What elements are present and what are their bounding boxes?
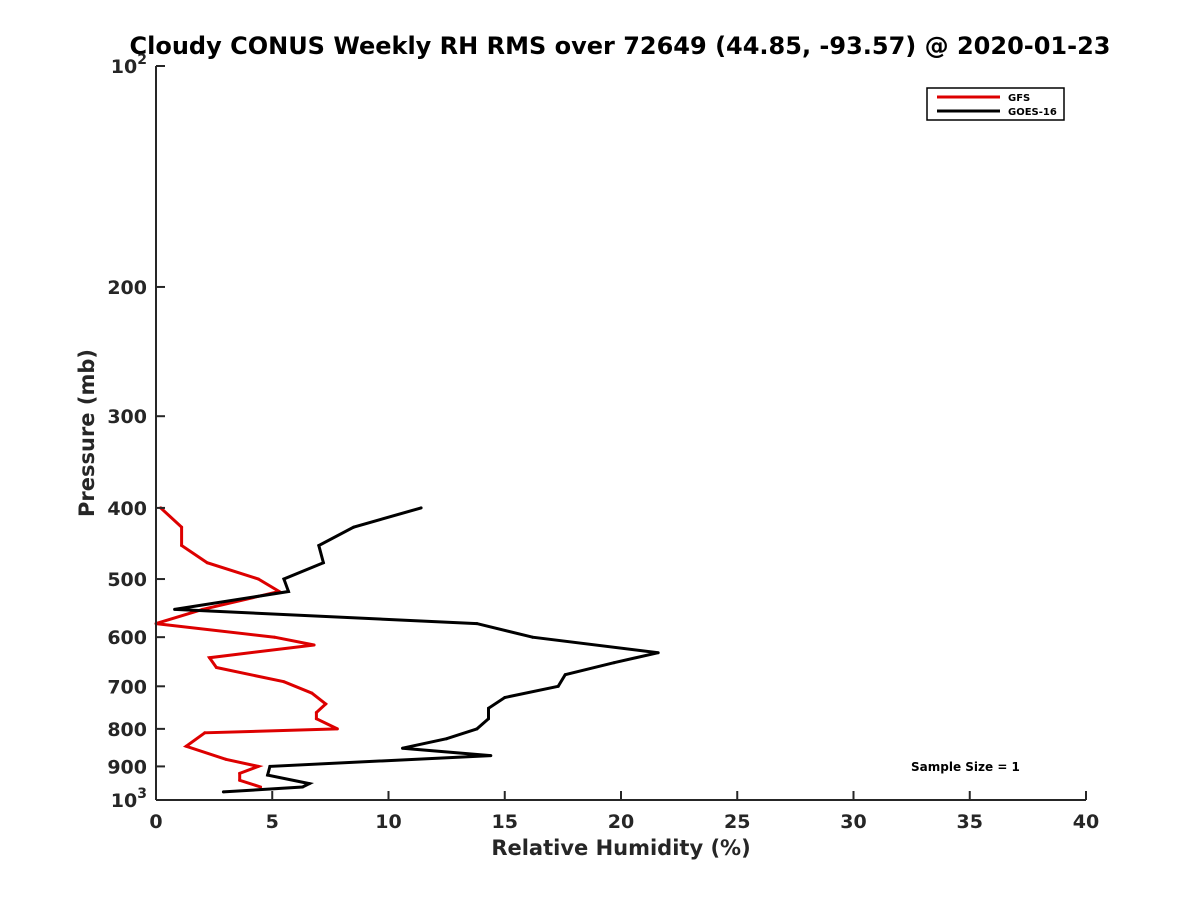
legend-label-gfs: GFS xyxy=(1008,93,1030,104)
legend-box xyxy=(926,87,1065,121)
y-tick-label: 300 xyxy=(107,406,147,428)
data-point-gfs xyxy=(324,702,328,706)
data-point-gfs xyxy=(256,764,260,768)
x-tick-label: 40 xyxy=(1073,811,1099,833)
axes xyxy=(155,66,1086,801)
data-point-goes-16 xyxy=(563,673,567,677)
data-point-gfs xyxy=(335,727,339,731)
series-line-goes-16 xyxy=(174,506,659,794)
data-point-gfs xyxy=(282,680,286,684)
data-point-goes-16 xyxy=(445,737,449,741)
data-point-gfs xyxy=(256,577,260,581)
data-point-gfs xyxy=(273,635,277,639)
data-point-gfs xyxy=(214,666,218,669)
legend: GFS GOES-16 xyxy=(926,87,1065,121)
y-tick-label: 200 xyxy=(107,277,147,299)
data-point-gfs xyxy=(314,711,318,714)
data-point-goes-16 xyxy=(321,561,325,565)
data-point-goes-16 xyxy=(419,506,423,510)
data-point-gfs xyxy=(238,771,242,775)
y-tick-label: 500 xyxy=(107,569,147,591)
data-point-gfs xyxy=(259,785,263,789)
data-point-gfs xyxy=(203,731,207,735)
data-point-goes-16 xyxy=(531,635,535,639)
x-tick-label: 5 xyxy=(266,811,279,833)
data-point-goes-16 xyxy=(656,651,660,655)
data-point-goes-16 xyxy=(287,590,290,593)
x-tick-label: 15 xyxy=(492,811,518,833)
x-ticks: 0 5 10 15 20 25 30 35 40 xyxy=(149,791,1099,833)
data-point-goes-16 xyxy=(556,684,560,688)
series-line-gfs xyxy=(155,506,339,789)
data-point-gfs xyxy=(208,656,211,660)
x-tick-label: 35 xyxy=(957,811,983,833)
data-point-goes-16 xyxy=(503,696,507,699)
legend-label-goes-16: GOES-16 xyxy=(1008,107,1057,118)
data-point-goes-16 xyxy=(268,764,272,768)
data-point-goes-16 xyxy=(282,577,286,581)
y-tick-label: 400 xyxy=(107,498,147,520)
y-tick-label: 800 xyxy=(107,719,147,741)
data-point-gfs xyxy=(180,525,184,529)
data-point-gfs xyxy=(310,691,314,695)
data-point-goes-16 xyxy=(352,525,356,529)
data-point-goes-16 xyxy=(221,790,225,794)
data-point-goes-16 xyxy=(173,607,177,611)
x-tick-label: 20 xyxy=(608,811,634,833)
data-point-gfs xyxy=(314,717,318,721)
x-tick-label: 10 xyxy=(375,811,401,833)
data-point-goes-16 xyxy=(301,785,304,789)
y-tick-label: 600 xyxy=(107,627,147,649)
data-point-goes-16 xyxy=(475,727,479,731)
y-axis-label: Pressure (mb) xyxy=(75,349,99,517)
y-tick-label: 102 xyxy=(111,52,147,78)
data-point-gfs xyxy=(184,744,188,748)
series-layer xyxy=(154,506,660,794)
data-point-goes-16 xyxy=(487,706,490,710)
y-tick-label: 900 xyxy=(107,756,147,778)
y-tick-label: 103 xyxy=(111,786,147,812)
data-point-goes-16 xyxy=(612,661,616,665)
y-ticks: 102 200 300 400 500 600 700 800 900 103 xyxy=(107,52,165,812)
data-point-gfs xyxy=(238,778,242,782)
data-point-goes-16 xyxy=(401,746,404,750)
data-point-gfs xyxy=(312,643,316,647)
x-tick-label: 25 xyxy=(724,811,750,833)
sample-size-annotation: Sample Size = 1 xyxy=(911,760,1020,774)
x-tick-label: 0 xyxy=(149,811,162,833)
chart-title: Cloudy CONUS Weekly RH RMS over 72649 (4… xyxy=(130,32,1111,60)
data-point-gfs xyxy=(180,544,184,547)
y-tick-label: 700 xyxy=(107,676,147,698)
x-tick-label: 30 xyxy=(840,811,866,833)
data-point-gfs xyxy=(205,561,209,565)
data-point-gfs xyxy=(224,757,228,761)
data-point-goes-16 xyxy=(475,622,479,626)
data-point-goes-16 xyxy=(266,773,270,777)
data-point-goes-16 xyxy=(307,782,311,786)
data-point-goes-16 xyxy=(487,717,490,721)
data-point-goes-16 xyxy=(317,544,321,547)
data-point-goes-16 xyxy=(489,754,493,758)
x-axis-label: Relative Humidity (%) xyxy=(491,836,750,860)
